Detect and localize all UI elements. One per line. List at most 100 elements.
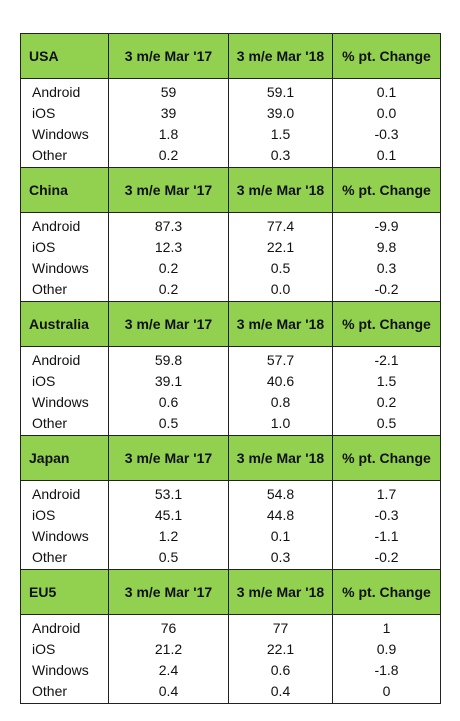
os-share-table: USA 3 m/e Mar '17 3 m/e Mar '18% pt. Chang…	[20, 33, 441, 704]
section-header: Australia 3 m/e Mar '17 3 m/e Mar '18% pt.…	[20, 301, 441, 347]
mar18-value: 1.5	[228, 123, 333, 144]
mar17-value: 59.8	[108, 346, 229, 370]
os-label: Android	[20, 346, 109, 370]
os-label: Windows	[20, 659, 109, 680]
mar18-value: 59.1	[228, 78, 333, 102]
change-value: 0.2	[332, 391, 441, 412]
section-header: USA 3 m/e Mar '17 3 m/e Mar '18% pt. Chang…	[20, 33, 441, 79]
section-header: Japan 3 m/e Mar '17 3 m/e Mar '18% pt. Cha…	[20, 435, 441, 481]
table-row: iOS 39 39.0 0.0	[20, 102, 441, 123]
region-label: EU5	[20, 569, 109, 615]
mar17-header: 3 m/e Mar '17	[108, 167, 229, 213]
change-header: % pt. Change	[332, 33, 441, 79]
mar18-value: 77.4	[228, 212, 333, 236]
region-label: China	[20, 167, 109, 213]
change-value: 0.1	[332, 78, 441, 102]
os-label: Other	[20, 278, 109, 302]
change-value: -0.2	[332, 546, 441, 570]
section-header: EU5 3 m/e Mar '17 3 m/e Mar '18% pt. Chang…	[20, 569, 441, 615]
os-label: Other	[20, 546, 109, 570]
mar18-value: 0.5	[228, 257, 333, 278]
change-value: 0.9	[332, 638, 441, 659]
mar18-header: 3 m/e Mar '18	[228, 435, 333, 481]
mar18-header: 3 m/e Mar '18	[228, 301, 333, 347]
mar18-header: 3 m/e Mar '18	[228, 167, 333, 213]
mar18-value: 0.3	[228, 546, 333, 570]
change-header: % pt. Change	[332, 569, 441, 615]
table-row: Other 0.4 0.4 0	[20, 680, 441, 704]
table-row: iOS 21.2 22.1 0.9	[20, 638, 441, 659]
change-value: 0.1	[332, 144, 441, 168]
mar17-header: 3 m/e Mar '17	[108, 33, 229, 79]
table-row: Windows 1.2 0.1 -1.1	[20, 525, 441, 546]
mar18-value: 40.6	[228, 370, 333, 391]
mar18-value: 22.1	[228, 638, 333, 659]
os-label: iOS	[20, 102, 109, 123]
mar17-value: 0.6	[108, 391, 229, 412]
mar17-value: 1.2	[108, 525, 229, 546]
table-row: Android 59.8 57.7 -2.1	[20, 346, 441, 370]
os-label: iOS	[20, 638, 109, 659]
table-row: Windows 0.2 0.5 0.3	[20, 257, 441, 278]
table-row: Other 0.5 0.3 -0.2	[20, 546, 441, 570]
mar17-value: 76	[108, 614, 229, 638]
table-row: Android 87.3 77.4 -9.9	[20, 212, 441, 236]
change-value: -0.2	[332, 278, 441, 302]
change-value: 9.8	[332, 236, 441, 257]
mar18-value: 77	[228, 614, 333, 638]
mar18-value: 57.7	[228, 346, 333, 370]
mar17-value: 0.4	[108, 680, 229, 704]
change-value: 0.0	[332, 102, 441, 123]
mar17-value: 2.4	[108, 659, 229, 680]
table-row: Android 59 59.1 0.1	[20, 78, 441, 102]
change-header: % pt. Change	[332, 167, 441, 213]
region-label: USA	[20, 33, 109, 79]
change-value: -0.3	[332, 123, 441, 144]
mar17-value: 0.2	[108, 144, 229, 168]
change-value: -1.8	[332, 659, 441, 680]
table-row: Other 0.5 1.0 0.5	[20, 412, 441, 436]
mar17-value: 59	[108, 78, 229, 102]
os-label: Other	[20, 412, 109, 436]
mar18-value: 39.0	[228, 102, 333, 123]
os-label: Windows	[20, 257, 109, 278]
change-header: % pt. Change	[332, 435, 441, 481]
table-row: Windows 2.4 0.6 -1.8	[20, 659, 441, 680]
change-value: -2.1	[332, 346, 441, 370]
mar17-header: 3 m/e Mar '17	[108, 569, 229, 615]
table-row: Other 0.2 0.0 -0.2	[20, 278, 441, 302]
mar17-value: 45.1	[108, 504, 229, 525]
mar17-value: 21.2	[108, 638, 229, 659]
change-value: 1.7	[332, 480, 441, 504]
mar17-value: 0.2	[108, 257, 229, 278]
change-value: 0.3	[332, 257, 441, 278]
table-row: Windows 0.6 0.8 0.2	[20, 391, 441, 412]
table-row: Windows 1.8 1.5 -0.3	[20, 123, 441, 144]
os-label: Android	[20, 480, 109, 504]
mar18-value: 1.0	[228, 412, 333, 436]
os-label: Other	[20, 144, 109, 168]
mar17-value: 39.1	[108, 370, 229, 391]
os-label: iOS	[20, 370, 109, 391]
change-header: % pt. Change	[332, 301, 441, 347]
section-header: China 3 m/e Mar '17 3 m/e Mar '18% pt. Cha…	[20, 167, 441, 213]
table-row: iOS 12.3 22.1 9.8	[20, 236, 441, 257]
mar18-value: 0.0	[228, 278, 333, 302]
mar17-value: 1.8	[108, 123, 229, 144]
change-value: 0.5	[332, 412, 441, 436]
os-label: Android	[20, 212, 109, 236]
change-value: 1	[332, 614, 441, 638]
mar17-value: 0.5	[108, 412, 229, 436]
os-label: iOS	[20, 504, 109, 525]
mar18-value: 0.4	[228, 680, 333, 704]
mar17-value: 0.5	[108, 546, 229, 570]
mar18-value: 44.8	[228, 504, 333, 525]
region-label: Japan	[20, 435, 109, 481]
change-value: 1.5	[332, 370, 441, 391]
mar17-header: 3 m/e Mar '17	[108, 435, 229, 481]
mar18-value: 0.3	[228, 144, 333, 168]
table-row: Other 0.2 0.3 0.1	[20, 144, 441, 168]
change-value: 0	[332, 680, 441, 704]
os-label: Windows	[20, 123, 109, 144]
